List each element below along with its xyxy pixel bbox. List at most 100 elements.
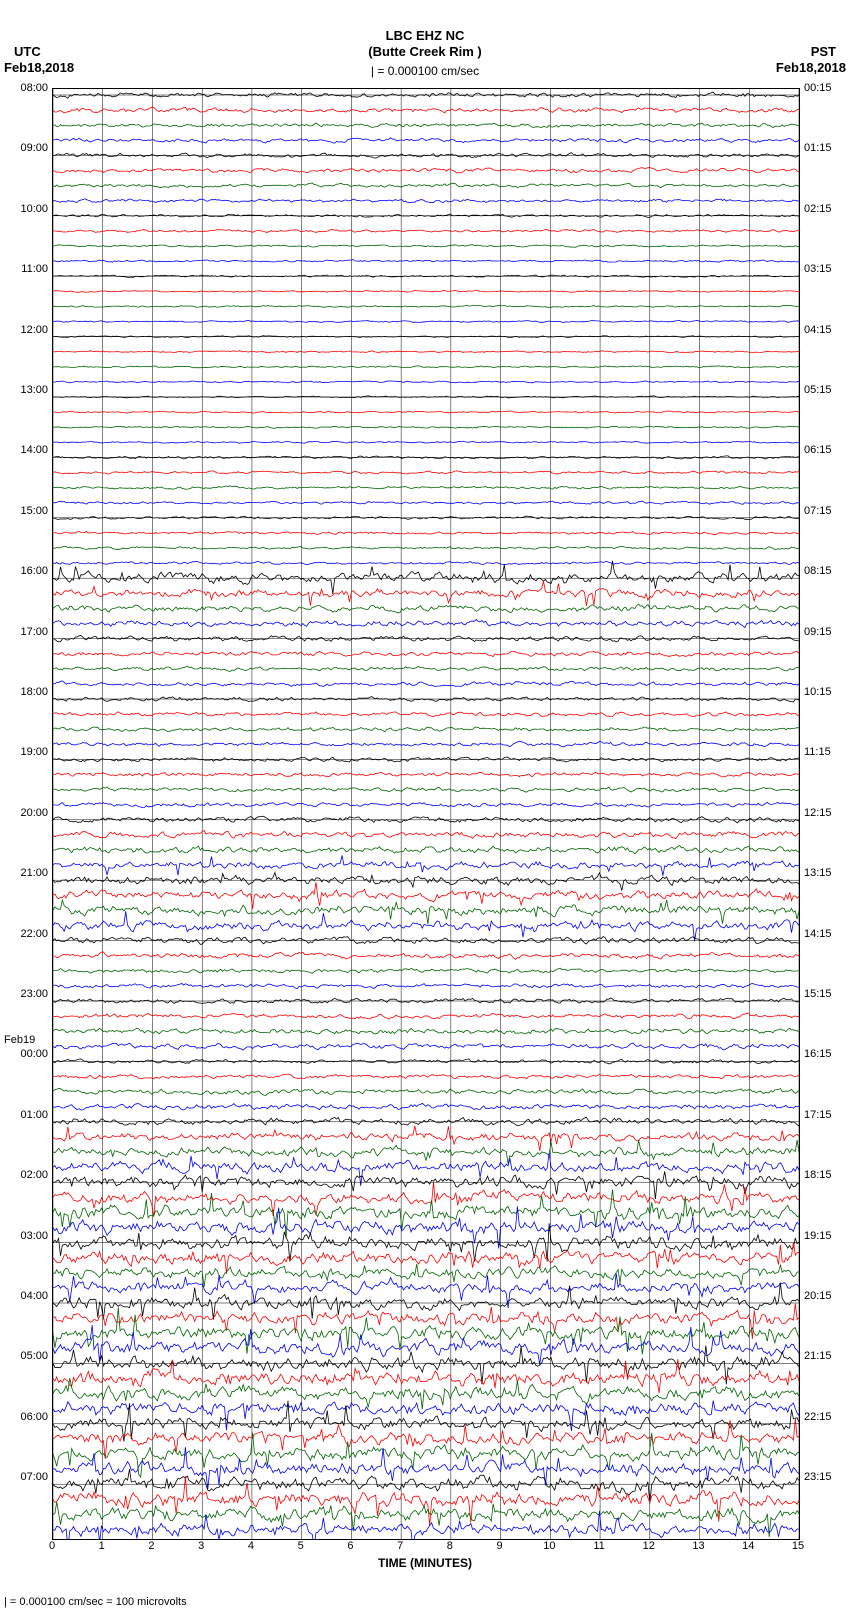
ytick-left: 01:00 (2, 1109, 48, 1121)
trace-line (53, 381, 799, 383)
ytick-right: 01:15 (804, 142, 848, 154)
trace-line (53, 561, 799, 565)
trace-line (53, 1511, 799, 1539)
trace-line (53, 486, 799, 489)
ytick-right: 08:15 (804, 565, 848, 577)
timezone-right: PST (811, 44, 836, 59)
trace-line (53, 911, 799, 941)
ytick-right: 19:15 (804, 1230, 848, 1242)
ytick-right: 12:15 (804, 807, 848, 819)
trace-line (53, 426, 799, 428)
trace-line (53, 968, 799, 973)
trace-line (53, 351, 799, 353)
ytick-left: 14:00 (2, 444, 48, 456)
trace-line (53, 882, 799, 909)
trace-line (53, 1013, 799, 1019)
trace-line (53, 441, 799, 443)
trace-line (53, 199, 799, 203)
trace-line (53, 1419, 799, 1459)
trace-line (53, 983, 799, 988)
trace-line (53, 260, 799, 263)
ytick-left: 23:00 (2, 988, 48, 1000)
trace-line (53, 772, 799, 777)
xtick: 9 (490, 1540, 510, 1552)
ytick-right: 14:15 (804, 928, 848, 940)
xtick: 5 (291, 1540, 311, 1552)
station-title: LBC EHZ NC (0, 28, 850, 43)
ytick-right: 21:15 (804, 1350, 848, 1362)
seismogram-container: LBC EHZ NC (Butte Creek Rim ) | = 0.0001… (0, 0, 850, 1613)
trace-line (53, 290, 799, 292)
ytick-left: 03:00 (2, 1230, 48, 1242)
ytick-right: 20:15 (804, 1290, 848, 1302)
trace-line (53, 1126, 799, 1151)
trace-svg (53, 89, 799, 1539)
ytick-left: 19:00 (2, 746, 48, 758)
ytick-left: 13:00 (2, 384, 48, 396)
trace-line (53, 681, 799, 687)
trace-line (53, 846, 799, 854)
ytick-left: 04:00 (2, 1290, 48, 1302)
ytick-left: 07:00 (2, 1471, 48, 1483)
trace-line (53, 320, 799, 322)
trace-line (53, 1264, 799, 1287)
ytick-right: 10:15 (804, 686, 848, 698)
xtick: 13 (689, 1540, 709, 1552)
trace-line (53, 581, 799, 606)
trace-line (53, 1378, 799, 1409)
trace-line (53, 666, 799, 671)
trace-line (53, 1171, 799, 1199)
ytick-left: 21:00 (2, 867, 48, 879)
trace-line (53, 1182, 799, 1217)
ytick-left: 18:00 (2, 686, 48, 698)
ytick-right: 16:15 (804, 1048, 848, 1060)
xtick: 14 (738, 1540, 758, 1552)
timezone-left: UTC (14, 44, 41, 59)
trace-line (53, 1043, 799, 1050)
trace-line (53, 183, 799, 188)
ytick-right: 04:15 (804, 324, 848, 336)
trace-line (53, 741, 799, 747)
trace-line (53, 123, 799, 128)
trace-line (53, 1401, 799, 1431)
ytick-left: 11:00 (2, 263, 48, 275)
xtick: 11 (589, 1540, 609, 1552)
xtick: 4 (241, 1540, 261, 1552)
trace-line (53, 604, 799, 613)
ytick-left: 20:00 (2, 807, 48, 819)
trace-line (53, 366, 799, 368)
ytick-left: 00:00 (2, 1048, 48, 1060)
ytick-left: 02:00 (2, 1169, 48, 1181)
trace-line (53, 546, 799, 549)
trace-line (53, 531, 799, 534)
xtick: 3 (191, 1540, 211, 1552)
trace-line (53, 787, 799, 792)
xtick: 2 (141, 1540, 161, 1552)
trace-line (53, 229, 799, 232)
trace-line (53, 138, 799, 143)
trace-line (53, 1190, 799, 1239)
plot-area (52, 88, 800, 1540)
scale-label: | = 0.000100 cm/sec (0, 64, 850, 78)
trace-line (53, 873, 799, 891)
trace-line (53, 1074, 799, 1079)
ytick-right: 02:15 (804, 203, 848, 215)
trace-line (53, 501, 799, 504)
xtick: 0 (42, 1540, 62, 1552)
trace-line (53, 305, 799, 307)
ytick-left: 12:00 (2, 324, 48, 336)
trace-line (53, 1469, 799, 1503)
day-change-label: Feb19 (4, 1034, 50, 1046)
trace-line (53, 1103, 799, 1110)
trace-line (53, 1283, 799, 1320)
ytick-right: 15:15 (804, 988, 848, 1000)
trace-line (53, 411, 799, 413)
xtick: 15 (788, 1540, 808, 1552)
xtick: 6 (340, 1540, 360, 1552)
trace-line (53, 107, 799, 113)
trace-line (53, 167, 799, 173)
ytick-left: 09:00 (2, 142, 48, 154)
trace-line (53, 952, 799, 959)
trace-line (53, 712, 799, 717)
trace-line (53, 855, 799, 875)
